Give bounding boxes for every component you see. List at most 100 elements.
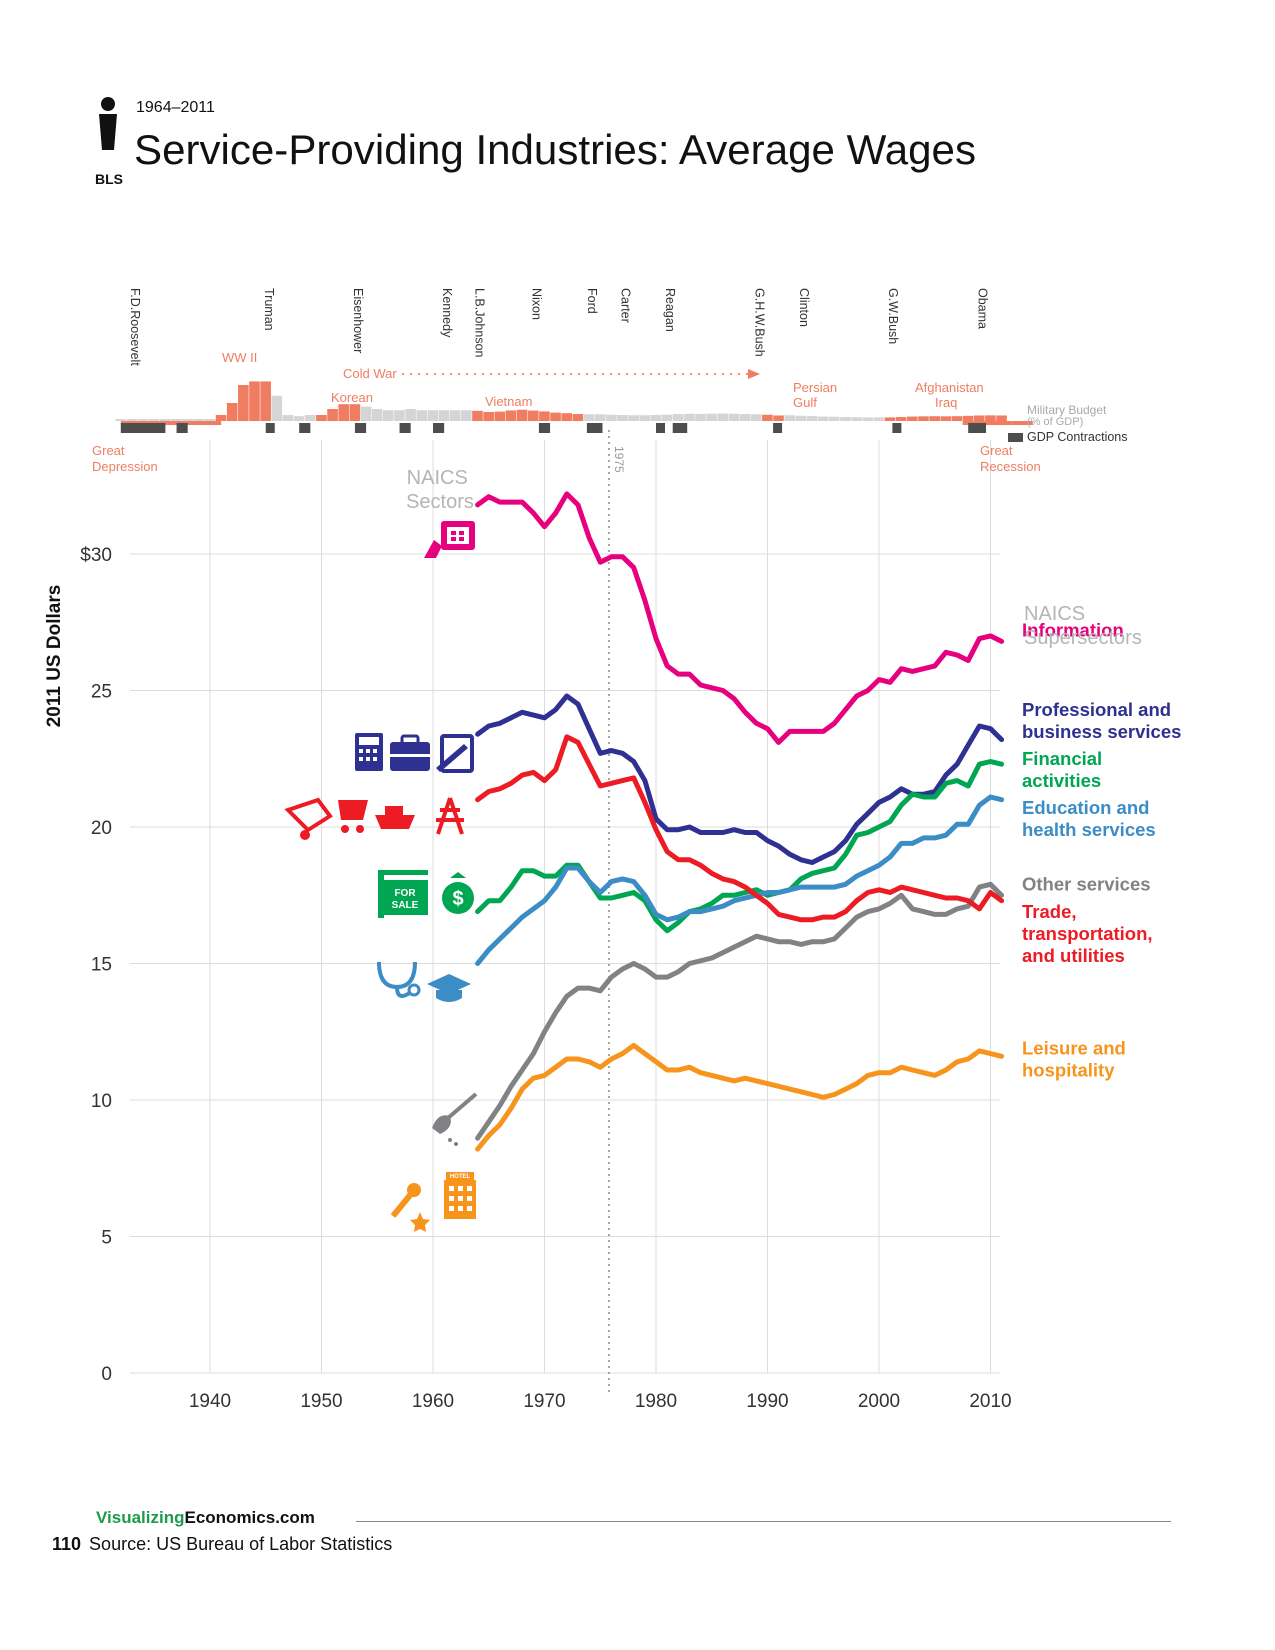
military-budget-bar [427, 410, 439, 421]
military-budget-bar [840, 417, 851, 421]
gdp-contraction-mark [672, 423, 688, 433]
military-budget-bar [438, 410, 450, 421]
military-budget-bar [461, 410, 472, 421]
president-label: L.B.Johnson [472, 288, 486, 358]
military-budget-bar [773, 415, 784, 421]
naics-supersectors-label: NAICS Supersectors [1024, 603, 1142, 649]
military-budget-bar [594, 414, 606, 421]
series-label: health services [1022, 819, 1156, 840]
series-label: business services [1022, 721, 1181, 742]
legend-swatch-gdp [1008, 433, 1023, 442]
military-budget-bar [338, 404, 349, 421]
y-tick-label: 15 [91, 955, 112, 976]
great-depression-band [120, 421, 222, 425]
great-recession-band [962, 421, 1013, 425]
military-budget-bar [907, 416, 918, 421]
military-budget-bar [316, 415, 327, 421]
y-axis: 0 5 10 15 20 25 $30 [80, 545, 112, 1385]
x-tick-label: 2000 [858, 1391, 900, 1412]
gdp-contraction-mark [968, 423, 987, 433]
military-budget-bar [884, 417, 896, 421]
military-budget-bar [572, 414, 584, 421]
series-label: activities [1022, 770, 1101, 791]
page-title: Service-Providing Industries: Average Wa… [134, 126, 976, 173]
svg-text:SALE: SALE [392, 900, 419, 911]
financial-activities-icon: FOR SALE $ [378, 870, 474, 918]
military-budget-bar [226, 403, 238, 421]
president-label: Nixon [529, 288, 543, 320]
military-budget-bar [717, 413, 729, 421]
series-lines [475, 491, 1005, 1152]
military-budget-bar [951, 416, 963, 421]
series-line [475, 491, 1005, 745]
svg-text:HOTEL: HOTEL [450, 1174, 471, 1180]
gdp-contraction-mark [399, 423, 411, 433]
president-label: Obama [975, 288, 989, 329]
military-budget-bar [182, 419, 193, 421]
military-budget-bar [817, 416, 829, 421]
war-label: Cold War [343, 366, 397, 381]
footer-source: 110 Source: US Bureau of Labor Statistics [52, 1534, 392, 1555]
military-budget-bar [271, 395, 283, 421]
military-budget-bar [561, 413, 572, 421]
leisure-hospitality-icon: HOTEL [390, 1172, 476, 1232]
military-budget-bar [405, 409, 416, 421]
military-budget-bar [260, 381, 271, 421]
military-budget-bar [416, 410, 428, 421]
great-depression-label: Great [92, 443, 125, 458]
military-budget-bar [383, 410, 394, 421]
military-budget-bar [293, 416, 305, 421]
military-budget-bar [160, 419, 171, 421]
y-tick-label: 10 [91, 1091, 112, 1112]
person-icon [99, 97, 117, 150]
military-budget-bar [539, 411, 550, 421]
war-label: Gulf [793, 395, 817, 410]
series-label: Information [1022, 620, 1124, 641]
president-label: G.W.Bush [886, 288, 900, 344]
military-budget-bar [360, 406, 372, 421]
x-tick-label: 1940 [189, 1391, 231, 1412]
gdp-contraction-mark [656, 423, 665, 433]
military-budget-bar [494, 411, 506, 421]
military-budget-bar [304, 415, 316, 421]
military-budget-bar [962, 415, 974, 421]
military-budget-bar [215, 415, 227, 421]
military-budget-bar [695, 413, 706, 421]
military-budget-bar [349, 404, 361, 421]
president-label: G.H.W.Bush [752, 288, 766, 357]
naics-supersectors-line1: NAICS [1024, 603, 1085, 625]
y-tick-label: 5 [101, 1228, 112, 1249]
war-label: Persian [793, 380, 837, 395]
president-label: F.D.Roosevelt [128, 288, 142, 366]
gdp-contraction-mark [176, 423, 188, 433]
military-budget-bar [583, 414, 595, 421]
military-budget-bar [706, 413, 717, 421]
grid [130, 440, 1000, 1374]
military-budget-bar [996, 415, 1007, 421]
great-depression-label: Depression [92, 459, 158, 474]
military-budget-bar [148, 419, 160, 421]
military-budget-bar [650, 415, 662, 421]
gdp-contraction-mark [120, 423, 166, 433]
gdp-contraction-mark [538, 423, 551, 433]
gdp-contraction-mark [892, 423, 902, 433]
president-label: Reagan [663, 288, 677, 332]
series-label: transportation, [1022, 923, 1153, 944]
military-budget-bar [516, 409, 528, 421]
military-budget-bar [472, 410, 483, 421]
president-label: Clinton [797, 288, 811, 327]
military-budget-bar [606, 414, 617, 421]
military-budget-bar [918, 416, 929, 421]
gdp-contraction-mark [773, 423, 783, 433]
x-tick-label: 1970 [523, 1391, 565, 1412]
naics-sectors-label: NAICS Sectors [406, 467, 474, 513]
military-budget-bar [238, 385, 249, 421]
gdp-contraction-mark [433, 423, 445, 433]
military-budget-bar [851, 417, 862, 421]
series-label: Education and [1022, 797, 1149, 818]
education-health-icon [377, 961, 471, 1002]
military-budget-bar [327, 409, 338, 421]
x-tick-label: 1980 [635, 1391, 677, 1412]
y-tick-label: 20 [91, 818, 112, 839]
